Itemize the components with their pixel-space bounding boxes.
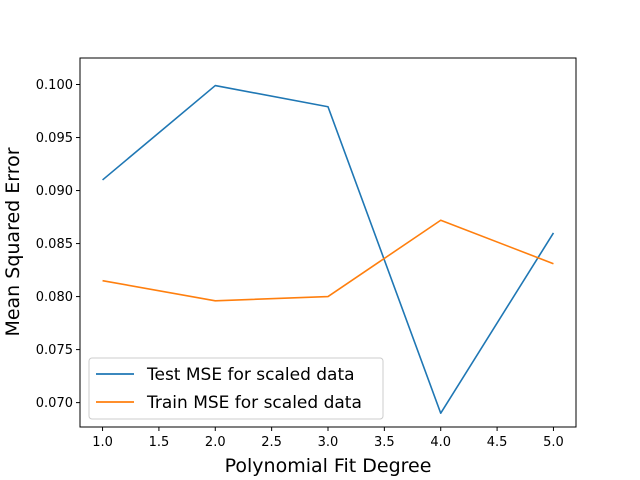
x-tick-label: 3.5 — [374, 435, 395, 450]
y-axis-label: Mean Squared Error — [2, 147, 24, 336]
legend-label: Train MSE for scaled data — [146, 393, 362, 413]
legend-box — [88, 357, 384, 420]
x-tick-label: 3.0 — [318, 435, 339, 450]
x-tick-label: 2.5 — [261, 435, 282, 450]
x-tick-label: 2.0 — [205, 435, 226, 450]
y-tick-label: 0.080 — [36, 290, 73, 305]
x-tick-label: 4.0 — [430, 435, 451, 450]
y-tick-label: 0.100 — [36, 78, 73, 93]
y-tick-label: 0.075 — [36, 343, 73, 358]
series-layer — [102, 84, 555, 415]
x-tick-label: 5.0 — [543, 435, 564, 450]
x-axis-label: Polynomial Fit Degree — [225, 455, 432, 477]
y-tick-label: 0.090 — [36, 184, 73, 199]
y-tick-label: 0.070 — [36, 396, 73, 411]
ticks-layer: 1.0 1.5 2.0 2.5 3.0 3.5 4.0 4.5 5.0 0.070 0.075 0.0… — [36, 78, 564, 450]
x-tick-label: 4.5 — [487, 435, 508, 450]
x-tick-label: 1.5 — [149, 435, 170, 450]
y-tick-label: 0.085 — [36, 237, 73, 252]
y-tick-label: 0.095 — [36, 131, 73, 146]
legend: Test MSE for scaled data Train MSE for sc… — [88, 357, 384, 420]
x-tick-label: 1.0 — [92, 435, 113, 450]
legend-label: Test MSE for scaled data — [146, 365, 355, 385]
plot-frame — [79, 57, 577, 428]
